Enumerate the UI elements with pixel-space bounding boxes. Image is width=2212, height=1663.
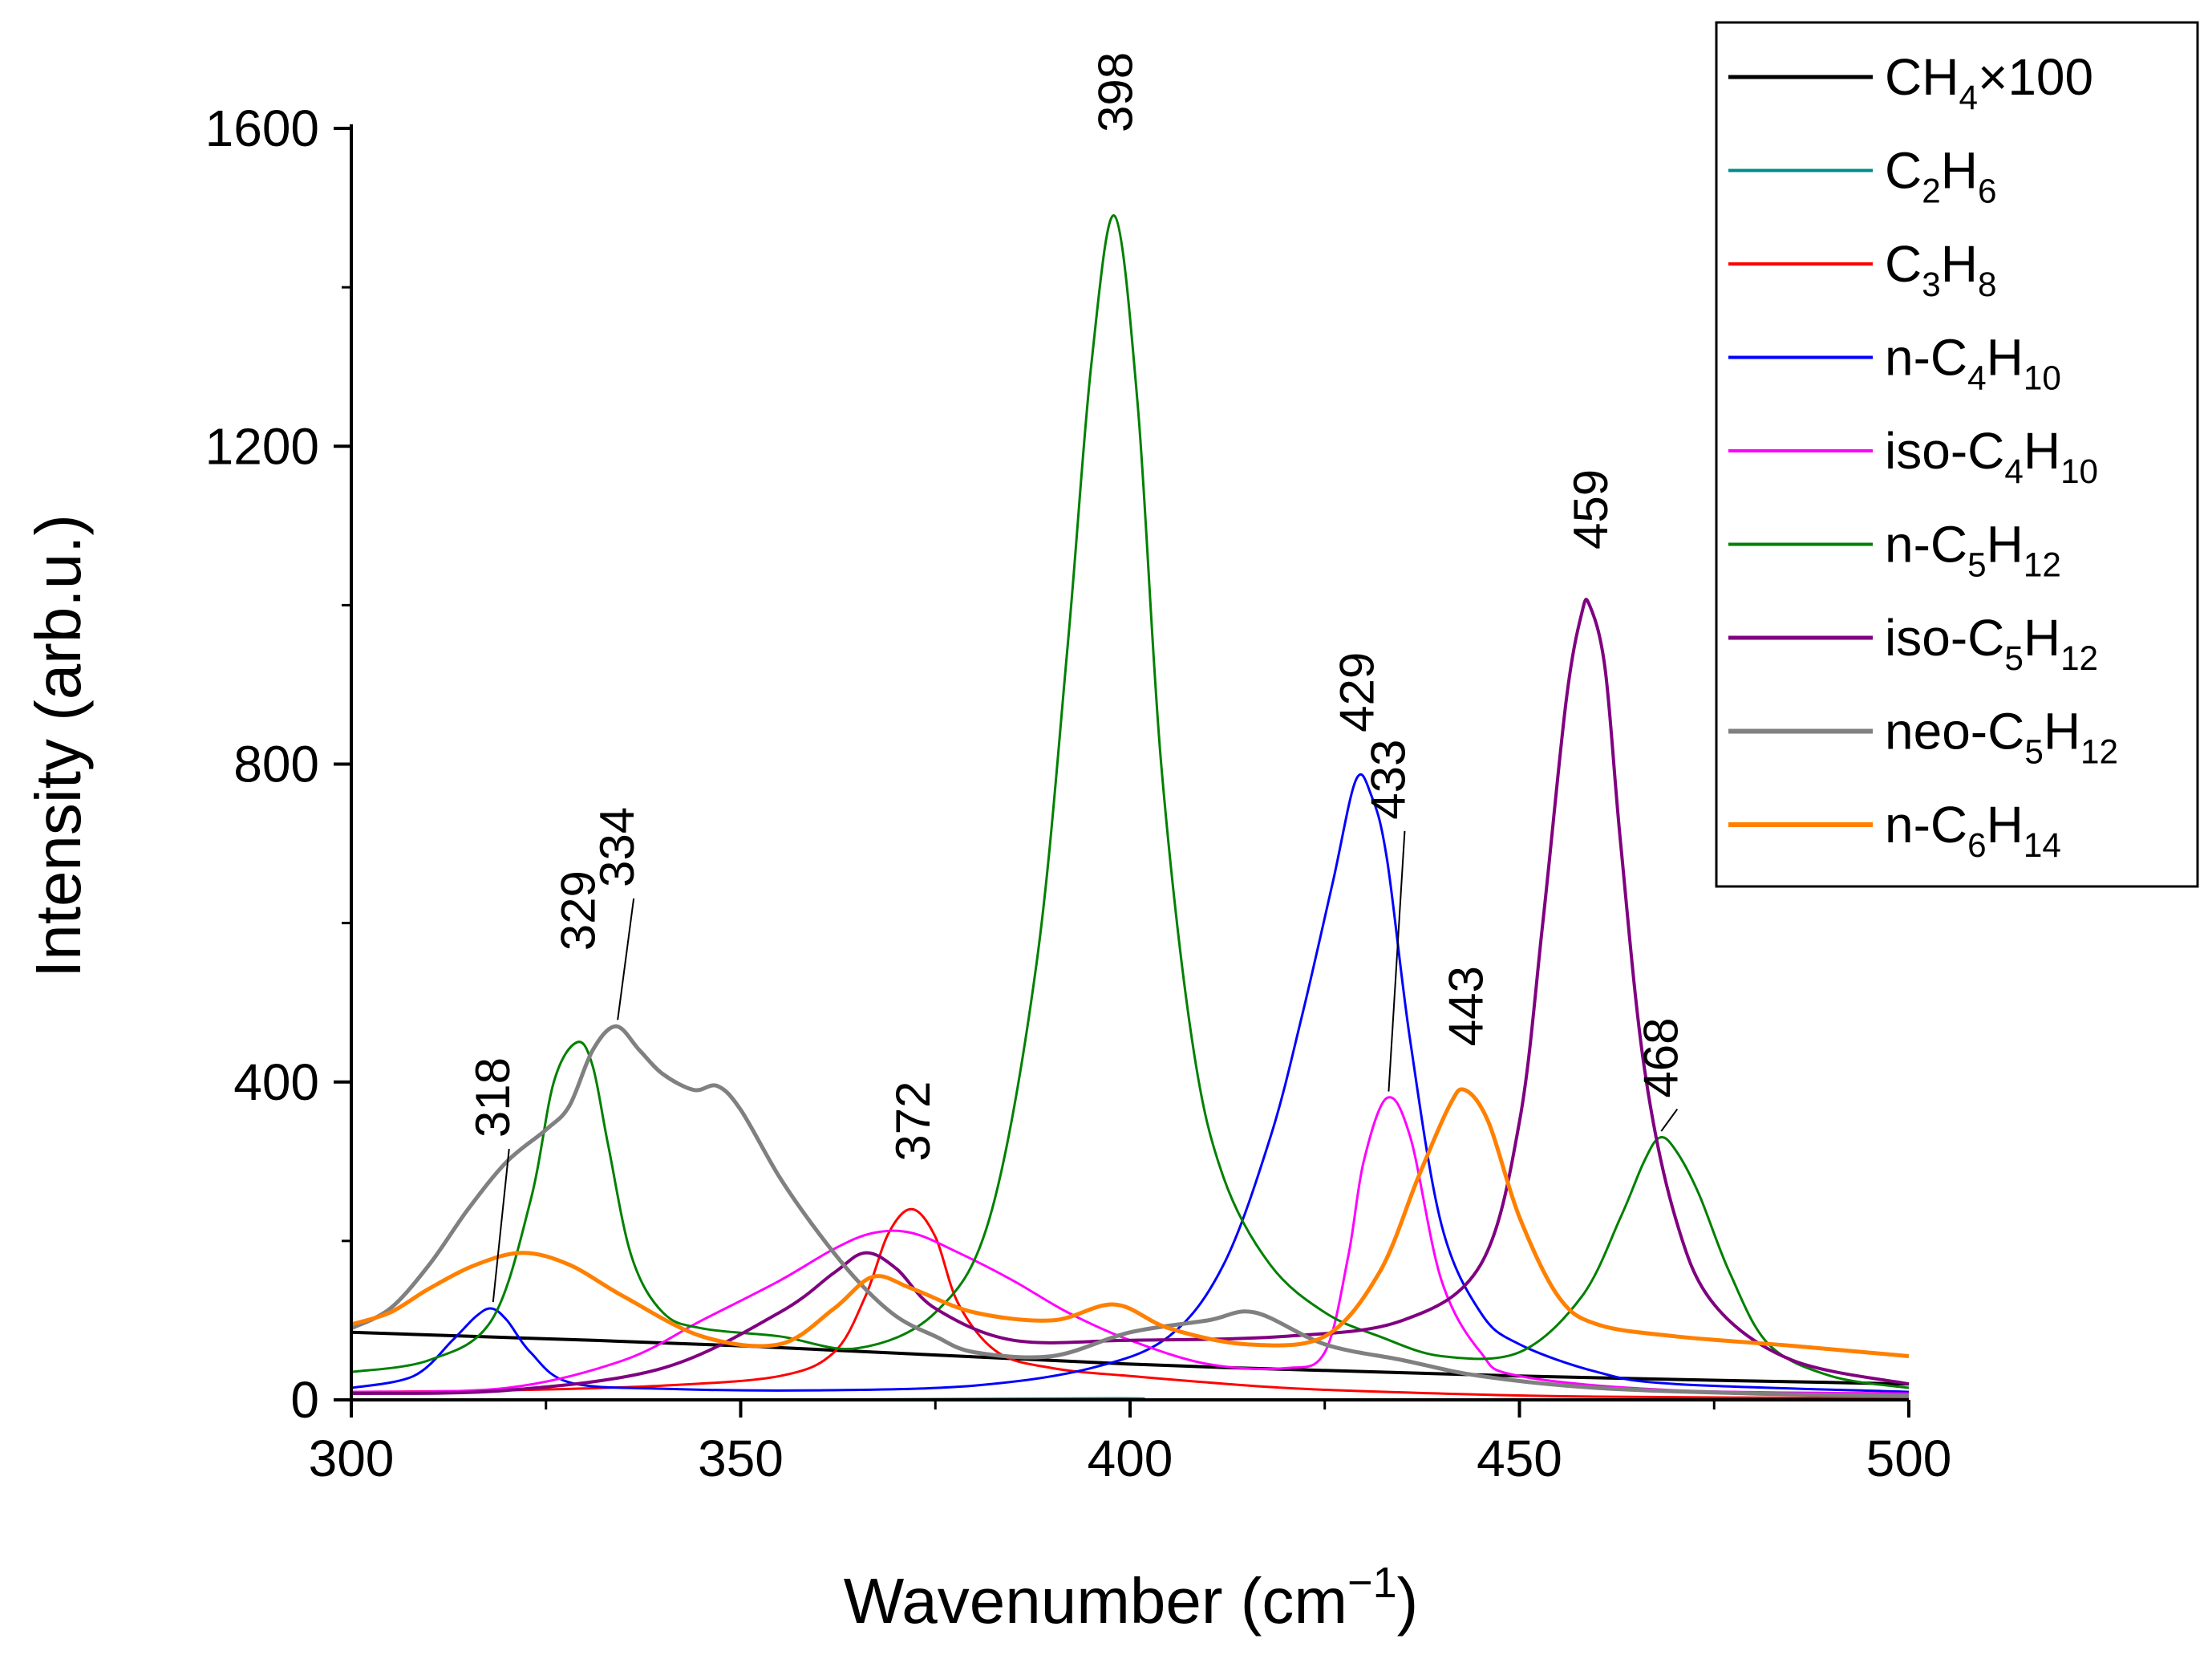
x-tick-label: 400 [1088, 1430, 1173, 1487]
peak-label: 443 [1440, 966, 1493, 1046]
series-line-5 [350, 214, 1910, 1389]
peak-leader-line [617, 898, 635, 1020]
legend-label: neo-C5H12 [1885, 703, 2118, 771]
series-line-3 [350, 773, 1910, 1393]
x-tick-label: 450 [1477, 1430, 1562, 1487]
peak-leader-line [1660, 1108, 1679, 1132]
peak-label: 468 [1634, 1017, 1687, 1097]
plot-axes: 300 350 400 450 500 0 400 800 1200 1600 [205, 99, 1952, 1487]
legend-box [1715, 21, 2199, 888]
legend-label: n-C4H10 [1885, 329, 2061, 397]
peak-label: 318 [466, 1057, 520, 1138]
y-axis-label: Intensity (arb.u.) [22, 514, 94, 978]
legend: CH4×100 C2H6 C3H8 n-C4H10 iso-C4H10 n-C5H12 is… [1715, 21, 2199, 888]
legend-label: iso-C4H10 [1885, 422, 2098, 490]
series-line-2 [350, 1207, 1910, 1400]
series-line-4 [350, 1096, 1910, 1395]
x-axis-label: Wavenumber (cm−1) [844, 1559, 1419, 1637]
y-tick-label: 1600 [205, 99, 319, 157]
peak-label: 433 [1361, 740, 1415, 820]
x-tick-label: 300 [309, 1430, 395, 1487]
peak-label: 329 [552, 870, 606, 951]
y-tick-label: 400 [233, 1053, 319, 1111]
peak-label: 372 [886, 1081, 940, 1162]
plot-curves [350, 214, 1910, 1401]
legend-label: iso-C5H12 [1885, 609, 2098, 677]
peak-label: 334 [590, 807, 644, 887]
peak-leader-line [1388, 830, 1406, 1092]
legend-label: C3H8 [1885, 235, 1996, 303]
x-tick-label: 500 [1866, 1430, 1952, 1487]
legend-label: n-C5H12 [1885, 516, 2061, 584]
series-line-0 [350, 1330, 1910, 1386]
legend-label: C2H6 [1885, 142, 1996, 210]
legend-label: n-C6H14 [1885, 796, 2061, 864]
series-line-8 [350, 1087, 1910, 1358]
x-tick-label: 350 [698, 1430, 784, 1487]
peak-leader-line [492, 1148, 510, 1303]
y-tick-label: 1200 [205, 417, 319, 475]
peak-label: 459 [1564, 469, 1618, 550]
legend-label: CH4×100 [1885, 48, 2093, 116]
y-tick-label: 0 [290, 1371, 319, 1429]
y-tick-label: 800 [233, 736, 319, 793]
series-line-7 [350, 1024, 1910, 1398]
peak-label: 398 [1089, 52, 1143, 132]
peak-label: 429 [1331, 652, 1384, 732]
